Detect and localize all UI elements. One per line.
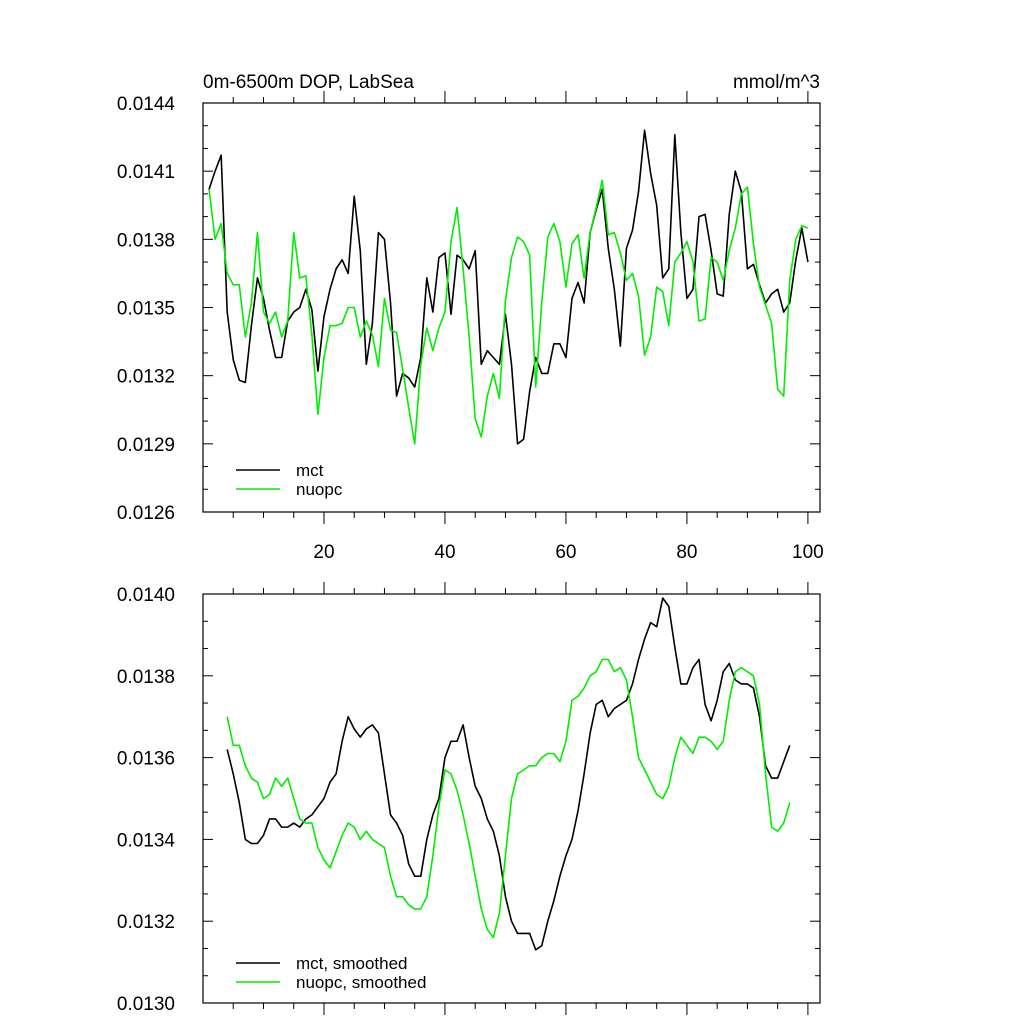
y-tick-label: 0.0138	[117, 667, 175, 688]
legend-label: nuopc	[296, 480, 343, 499]
legend-label: nuopc, smoothed	[296, 973, 426, 992]
series-line-nuopc	[208, 179, 809, 445]
x-tick-label: 40	[434, 542, 455, 563]
plot-frame	[202, 593, 821, 1004]
x-tick-label: 60	[555, 542, 576, 563]
top-panel: 0m-6500m DOP, LabSea mmol/m^3 0.0126 0.01…	[117, 72, 824, 563]
chart-title: 0m-6500m DOP, LabSea	[203, 72, 414, 93]
y-tick-label: 0.0132	[117, 912, 175, 933]
y-tick-label: 0.0134	[117, 830, 176, 851]
y-tick-label: 0.0136	[117, 749, 175, 770]
units-label: mmol/m^3	[733, 72, 820, 93]
x-tick-label: 80	[676, 542, 697, 563]
legend-label: mct	[296, 461, 324, 480]
y-tick-label: 0.0141	[117, 162, 175, 183]
plot-frame	[202, 102, 821, 513]
x-tick-label: 20	[313, 542, 334, 563]
y-tick-label: 0.0140	[117, 585, 175, 606]
x-tick-label: 100	[792, 542, 824, 563]
y-tick-label: 0.0144	[117, 94, 176, 115]
series-line-mct	[208, 129, 809, 445]
bottom-panel: 0.0130 0.0132 0.0134 0.0136 0.0138 0.0140 mct,…	[117, 582, 821, 1015]
y-tick-label: 0.0130	[117, 994, 175, 1015]
legend-label: mct, smoothed	[296, 954, 408, 973]
series-line-nuopc-smoothed	[226, 658, 791, 939]
y-tick-label: 0.0129	[117, 435, 175, 456]
y-tick-label: 0.0132	[117, 367, 175, 388]
y-tick-label: 0.0135	[117, 299, 175, 320]
y-tick-label: 0.0138	[117, 230, 175, 251]
series-line-mct-smoothed	[226, 597, 791, 951]
y-tick-label: 0.0126	[117, 503, 175, 524]
